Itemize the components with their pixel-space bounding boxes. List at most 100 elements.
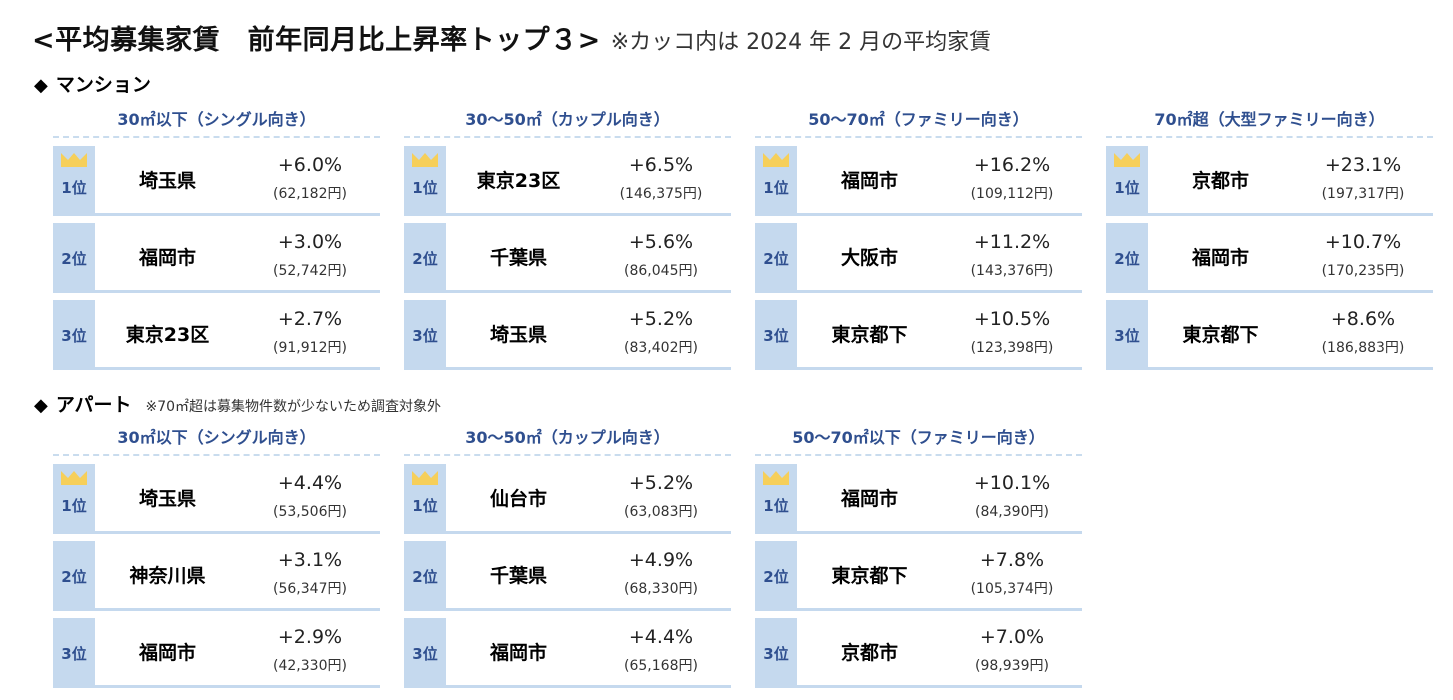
section-heading-apartment: ◆ アパート ※70㎡超は募集物件数が少ないため調査対象外 xyxy=(34,390,441,417)
dashed-divider xyxy=(755,136,1082,138)
ranking-row: 3位 東京都下 +8.6% (186,883円) xyxy=(1106,300,1433,370)
rank-label: 2位 xyxy=(1114,249,1140,268)
value-cell: +10.7% (170,235円) xyxy=(1293,223,1433,293)
yoy-change: +10.1% xyxy=(973,472,1051,494)
value-cell: +7.0% (98,939円) xyxy=(942,618,1082,688)
yoy-change: +10.5% xyxy=(973,308,1051,330)
category-panel: 30㎡以下（シングル向き） 1位 埼玉県 +6.0% (62,182円) 2位 … xyxy=(53,108,380,377)
ranking-row: 1位 埼玉県 +6.0% (62,182円) xyxy=(53,146,380,216)
value-cell: +4.4% (53,506円) xyxy=(240,464,380,534)
city-name: 東京23区 xyxy=(476,169,561,192)
average-rent: (62,182円) xyxy=(273,186,347,202)
city-name: 埼玉県 xyxy=(138,169,196,192)
city-name: 東京都下 xyxy=(831,564,908,587)
crown-icon xyxy=(763,152,789,167)
category-title: 50～70㎡以下（ファミリー向き） xyxy=(792,428,1045,447)
section-heading-mansion: ◆ マンション xyxy=(34,70,151,97)
rank-cell: 1位 xyxy=(404,146,446,216)
rank-label: 3位 xyxy=(412,644,438,663)
dashed-divider xyxy=(404,136,731,138)
yoy-change: +11.2% xyxy=(973,231,1051,253)
category-title: 30～50㎡（カップル向き） xyxy=(465,428,670,447)
city-name: 仙台市 xyxy=(489,487,547,510)
rank-cell: 1位 xyxy=(404,464,446,534)
rank-cell: 1位 xyxy=(755,146,797,216)
value-cell: +6.5% (146,375円) xyxy=(591,146,731,216)
ranking-row: 2位 千葉県 +4.9% (68,330円) xyxy=(404,541,731,611)
ranking-row: 2位 神奈川県 +3.1% (56,347円) xyxy=(53,541,380,611)
value-cell: +16.2% (109,112円) xyxy=(942,146,1082,216)
ranking-row: 1位 福岡市 +16.2% (109,112円) xyxy=(755,146,1082,216)
rank-label: 1位 xyxy=(61,496,87,515)
category-panel: 70㎡超（大型ファミリー向き） 1位 京都市 +23.1% (197,317円)… xyxy=(1106,108,1433,377)
rank-label: 1位 xyxy=(412,178,438,197)
city-name: 大阪市 xyxy=(840,246,898,269)
ranking-row: 3位 京都市 +7.0% (98,939円) xyxy=(755,618,1082,688)
section-label: アパート xyxy=(55,394,132,416)
rank-cell: 2位 xyxy=(404,223,446,293)
rank-cell: 3位 xyxy=(404,618,446,688)
rank-cell: 3位 xyxy=(53,300,95,370)
ranking-row: 2位 福岡市 +3.0% (52,742円) xyxy=(53,223,380,293)
category-title: 70㎡超（大型ファミリー向き） xyxy=(1154,110,1385,129)
rank-label: 2位 xyxy=(763,567,789,586)
average-rent: (91,912円) xyxy=(273,340,347,356)
ranking-row: 2位 福岡市 +10.7% (170,235円) xyxy=(1106,223,1433,293)
ranking-row: 1位 東京23区 +6.5% (146,375円) xyxy=(404,146,731,216)
value-cell: +3.0% (52,742円) xyxy=(240,223,380,293)
crown-icon xyxy=(412,470,438,485)
rank-label: 2位 xyxy=(61,567,87,586)
rank-label: 2位 xyxy=(412,249,438,268)
crown-icon xyxy=(61,470,87,485)
rank-label: 1位 xyxy=(763,178,789,197)
value-cell: +6.0% (62,182円) xyxy=(240,146,380,216)
rank-cell: 3位 xyxy=(755,300,797,370)
average-rent: (186,883円) xyxy=(1321,340,1405,356)
yoy-change: +4.9% xyxy=(628,549,694,571)
diamond-bullet-icon: ◆ xyxy=(34,395,48,416)
yoy-change: +2.7% xyxy=(277,308,343,330)
average-rent: (123,398円) xyxy=(970,340,1054,356)
city-name: 東京都下 xyxy=(1182,323,1259,346)
city-name: 福岡市 xyxy=(840,169,898,192)
ranking-row: 3位 東京都下 +10.5% (123,398円) xyxy=(755,300,1082,370)
city-name: 神奈川県 xyxy=(129,564,206,587)
crown-icon xyxy=(412,152,438,167)
category-title: 30～50㎡（カップル向き） xyxy=(465,110,670,129)
ranking-row: 2位 千葉県 +5.6% (86,045円) xyxy=(404,223,731,293)
section-note: ※70㎡超は募集物件数が少ないため調査対象外 xyxy=(145,399,442,415)
value-cell: +4.9% (68,330円) xyxy=(591,541,731,611)
crown-icon xyxy=(763,470,789,485)
rank-cell: 1位 xyxy=(755,464,797,534)
average-rent: (53,506円) xyxy=(273,504,347,520)
yoy-change: +8.6% xyxy=(1330,308,1396,330)
value-cell: +11.2% (143,376円) xyxy=(942,223,1082,293)
value-cell: +7.8% (105,374円) xyxy=(942,541,1082,611)
rank-cell: 3位 xyxy=(404,300,446,370)
category-title: 50～70㎡（ファミリー向き） xyxy=(808,110,1029,129)
rank-label: 3位 xyxy=(763,644,789,663)
category-panel: 30～50㎡（カップル向き） 1位 東京23区 +6.5% (146,375円)… xyxy=(404,108,731,377)
section-label: マンション xyxy=(55,74,151,96)
category-title: 30㎡以下（シングル向き） xyxy=(117,110,316,129)
yoy-change: +5.2% xyxy=(628,472,694,494)
average-rent: (52,742円) xyxy=(273,263,347,279)
rank-cell: 2位 xyxy=(404,541,446,611)
category-panel: 30～50㎡（カップル向き） 1位 仙台市 +5.2% (63,083円) 2位… xyxy=(404,426,731,695)
value-cell: +5.2% (63,083円) xyxy=(591,464,731,534)
average-rent: (197,317円) xyxy=(1321,186,1405,202)
rank-label: 1位 xyxy=(1114,178,1140,197)
category-title: 30㎡以下（シングル向き） xyxy=(117,428,316,447)
average-rent: (105,374円) xyxy=(970,581,1054,597)
average-rent: (63,083円) xyxy=(624,504,698,520)
average-rent: (109,112円) xyxy=(970,186,1054,202)
yoy-change: +6.0% xyxy=(277,154,343,176)
rank-cell: 2位 xyxy=(1106,223,1148,293)
rank-cell: 2位 xyxy=(53,223,95,293)
ranking-row: 1位 京都市 +23.1% (197,317円) xyxy=(1106,146,1433,216)
ranking-row: 2位 大阪市 +11.2% (143,376円) xyxy=(755,223,1082,293)
rank-cell: 2位 xyxy=(53,541,95,611)
rank-label: 1位 xyxy=(763,496,789,515)
ranking-row: 3位 埼玉県 +5.2% (83,402円) xyxy=(404,300,731,370)
average-rent: (86,045円) xyxy=(624,263,698,279)
